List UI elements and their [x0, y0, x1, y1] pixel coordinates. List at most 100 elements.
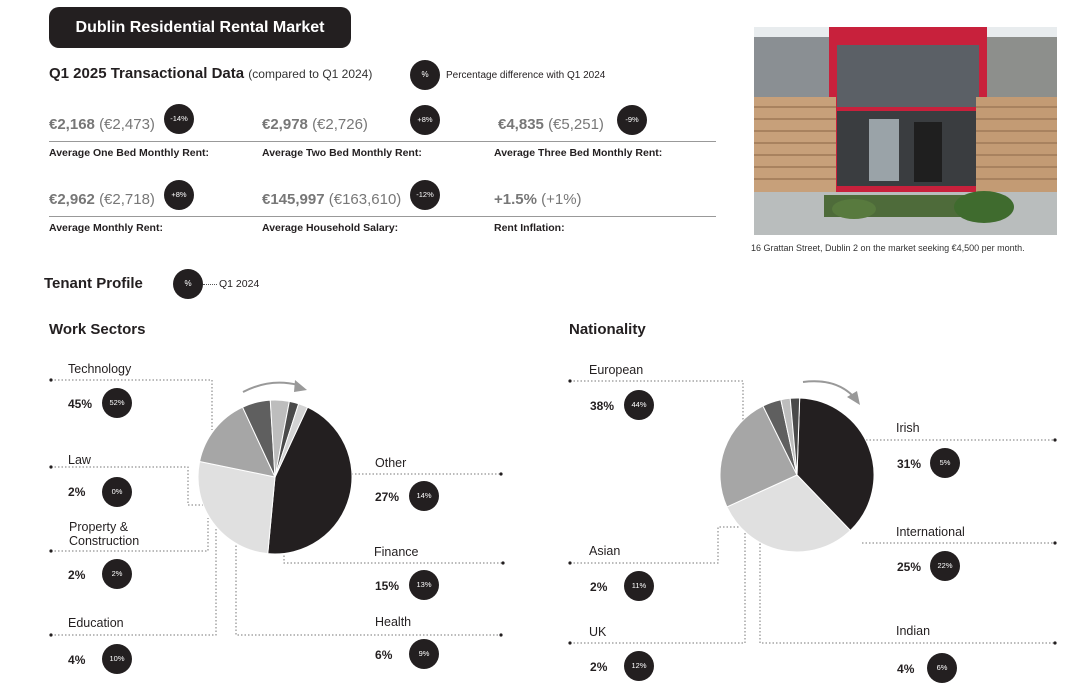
- report-title: Dublin Residential Rental Market: [49, 7, 351, 48]
- nationality-value-international: 25%: [897, 560, 922, 574]
- stat-previous: (€2,473): [99, 116, 155, 133]
- value-number: 31: [897, 457, 911, 471]
- stat-two-bed-label: Average Two Bed Monthly Rent:: [262, 147, 422, 159]
- sector-prev-badge: 0%: [102, 477, 132, 507]
- percent-legend-badge: %: [410, 60, 440, 90]
- nationality-label-asian: Asian: [589, 544, 621, 558]
- nationality-prev-badge: 12%: [624, 651, 654, 681]
- stat-value: +1.5%: [494, 191, 537, 208]
- sector-value-other: 27%: [375, 490, 400, 504]
- leader-uk: [570, 530, 746, 644]
- sector-prev-badge: 14%: [409, 481, 439, 511]
- value-number: 4: [897, 662, 904, 676]
- sector-label-finance: Finance: [374, 545, 419, 559]
- arrowhead-icon: [294, 380, 307, 392]
- stat-inflation-label: Rent Inflation:: [494, 222, 565, 234]
- rotation-arrow-icon: [802, 380, 854, 397]
- nationality-label-international: International: [896, 525, 965, 539]
- stat-value: €2,962: [49, 191, 95, 208]
- nationality-value-irish: 31%: [897, 457, 922, 471]
- stat-salary-label: Average Household Salary:: [262, 222, 399, 234]
- stat-monthly-rent-label: Average Monthly Rent:: [49, 222, 163, 234]
- q1-title: Q1 2025 Transactional Data: [49, 65, 245, 82]
- stat-two-bed-value: €2,978 (€2,726): [262, 116, 368, 133]
- stat-change-badge: -12%: [410, 180, 440, 210]
- value-number: 2: [68, 568, 75, 582]
- nationality-label-uk: UK: [589, 625, 607, 639]
- q1-subtitle: (compared to Q1 2024): [248, 67, 373, 81]
- stat-monthly-rent-value: €2,962 (€2,718): [49, 191, 155, 208]
- nationality-pie-chart: [719, 397, 875, 553]
- sector-value-technology: 45%: [68, 397, 93, 411]
- sector-label-education: Education: [68, 616, 124, 630]
- sector-label-other: Other: [375, 456, 407, 470]
- stat-three-bed-label: Average Three Bed Monthly Rent:: [494, 147, 663, 159]
- stat-value: €2,978: [262, 116, 308, 133]
- leader-property: [51, 518, 209, 552]
- value-number: 6: [375, 648, 382, 662]
- nationality-label-indian: Indian: [896, 624, 931, 638]
- stat-change-badge: +8%: [164, 180, 194, 210]
- leader-technology: [51, 379, 213, 430]
- work-sectors-pie-chart: [197, 399, 353, 555]
- work-sectors-title: Work Sectors: [49, 321, 146, 338]
- leader-indian: [759, 540, 1055, 644]
- pie-slice-asian: [789, 397, 801, 476]
- value-number: 15: [375, 579, 389, 593]
- stat-value: €2,168: [49, 116, 95, 133]
- nationality-label-european: European: [589, 363, 644, 377]
- pie-slice-law: [274, 403, 309, 478]
- photo-caption: 16 Grattan Street, Dublin 2 on the marke…: [751, 243, 1025, 253]
- stat-three-bed-value: €4,835 (€5,251): [498, 116, 604, 133]
- sector-label-technology: Technology: [68, 362, 132, 376]
- nationality-value-uk: 2%: [590, 660, 608, 674]
- stat-previous: (€2,726): [312, 116, 368, 133]
- pie-slice-international: [719, 405, 798, 508]
- divider: [49, 216, 716, 217]
- sector-prev-badge: 2%: [102, 559, 132, 589]
- nationality-prev-badge: 5%: [930, 448, 960, 478]
- stat-previous: (+1%): [541, 191, 582, 208]
- leader-education: [51, 528, 217, 636]
- sector-value-education: 4%: [68, 653, 86, 667]
- nationality-label-irish: Irish: [896, 421, 920, 435]
- tenant-legend-text: Q1 2024: [219, 278, 260, 290]
- sector-label-health: Health: [375, 615, 412, 629]
- value-number: 27: [375, 490, 389, 504]
- pie-slice-irish: [726, 474, 852, 553]
- sector-value-property: 2%: [68, 568, 86, 582]
- leader-asian: [570, 526, 740, 564]
- stat-value: €4,835: [498, 116, 544, 133]
- leader-european: [570, 380, 744, 430]
- tenant-legend-line: [203, 284, 217, 285]
- pie-slice-other: [197, 460, 276, 555]
- stat-one-bed-value: €2,168 (€2,473): [49, 116, 155, 133]
- pie-slice-technology: [267, 406, 353, 555]
- sector-label-law: Law: [68, 453, 91, 467]
- sector-prev-badge: 52%: [102, 388, 132, 418]
- value-number: 25: [897, 560, 911, 574]
- nationality-title: Nationality: [569, 321, 646, 338]
- tenant-legend-badge: %: [173, 269, 203, 299]
- arrowhead-icon: [847, 391, 860, 405]
- stat-change-badge: -9%: [617, 105, 647, 135]
- rotation-arrow-icon: [242, 381, 299, 393]
- stat-value: €145,997: [262, 191, 325, 208]
- property-photo-illustration: [754, 27, 1057, 235]
- value-number: 2: [590, 580, 597, 594]
- sector-value-health: 6%: [375, 648, 393, 662]
- value-number: 2: [590, 660, 597, 674]
- value-number: 38: [590, 399, 604, 413]
- stat-change-badge: -14%: [164, 104, 194, 134]
- sector-prev-badge: 13%: [409, 570, 439, 600]
- stat-change-badge: +8%: [410, 105, 440, 135]
- stat-inflation-value: +1.5% (+1%): [494, 191, 582, 208]
- percent-legend-text: Percentage difference with Q1 2024: [446, 70, 606, 81]
- sector-value-finance: 15%: [375, 579, 400, 593]
- nationality-prev-badge: 44%: [624, 390, 654, 420]
- value-number: 2: [68, 485, 75, 499]
- nationality-value-asian: 2%: [590, 580, 608, 594]
- stat-previous: (€2,718): [99, 191, 155, 208]
- sector-value-law: 2%: [68, 485, 86, 499]
